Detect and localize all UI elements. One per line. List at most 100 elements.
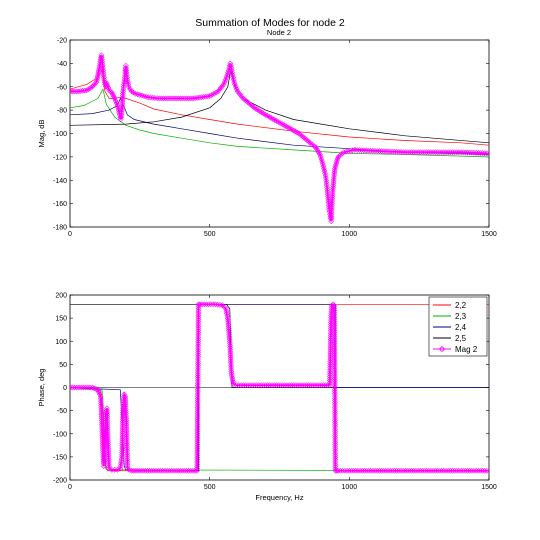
series-point: [484, 467, 489, 474]
x-axis-label: Frequency, Hz: [255, 493, 303, 502]
series-point: [378, 148, 385, 155]
series-point: [359, 467, 366, 474]
series-point: [119, 429, 126, 436]
series-point: [195, 334, 202, 340]
y-tick-label: -60: [57, 84, 67, 91]
series-point: [393, 467, 400, 474]
series-point: [132, 467, 139, 474]
series-point: [181, 467, 188, 474]
series-point: [389, 148, 396, 155]
series-point: [330, 301, 336, 308]
series-point: [339, 150, 345, 157]
series-point: [194, 384, 201, 391]
series-point: [466, 467, 473, 474]
series-point: [177, 95, 184, 102]
series-point: [195, 312, 202, 319]
series-point: [90, 82, 97, 89]
series-point: [138, 467, 145, 474]
series-point: [288, 382, 295, 389]
series-point: [316, 382, 323, 389]
series-point: [119, 427, 126, 434]
series-point: [120, 83, 127, 90]
series-point: [385, 467, 391, 474]
series-point: [320, 163, 327, 170]
series-point: [223, 308, 230, 315]
series-point: [104, 80, 110, 87]
series-point: [233, 86, 240, 92]
series-point: [115, 104, 121, 111]
series-point: [116, 111, 123, 118]
series-point: [217, 85, 224, 91]
series-point: [195, 343, 201, 349]
series-point: [363, 147, 369, 154]
series-point: [195, 303, 202, 310]
series-point: [195, 351, 201, 358]
series-point: [169, 95, 175, 102]
y-tick-label: 200: [55, 293, 67, 300]
series-point: [335, 154, 342, 160]
legend-label: 2,3: [455, 312, 467, 321]
series-point: [460, 149, 467, 156]
series-point: [194, 450, 201, 457]
series-point: [413, 467, 419, 474]
series-point: [449, 467, 456, 474]
series-point: [367, 147, 374, 154]
series-point: [194, 424, 201, 430]
series-point: [194, 417, 201, 424]
series-point: [232, 83, 239, 90]
series-point: [238, 382, 244, 389]
series-point: [100, 463, 107, 469]
series-point: [229, 72, 236, 78]
series-point: [264, 382, 271, 389]
series-point: [398, 149, 404, 155]
series-point: [354, 147, 361, 153]
series-point: [177, 467, 184, 474]
series-point: [213, 89, 219, 96]
series-point: [122, 400, 129, 407]
series-point: [101, 458, 108, 465]
series-point: [130, 467, 137, 474]
series-point: [194, 391, 201, 397]
series-point: [197, 301, 203, 308]
series-point: [120, 409, 126, 416]
series-point: [328, 204, 335, 211]
series-point: [327, 364, 333, 371]
series-point: [104, 424, 111, 431]
series-line: [70, 69, 489, 146]
series-point: [106, 465, 112, 472]
series-point: [389, 467, 396, 474]
series-point: [370, 467, 376, 474]
series-point: [335, 467, 342, 474]
series-point: [445, 467, 452, 474]
series-point: [117, 116, 124, 123]
series-point: [425, 467, 432, 474]
series-point: [190, 467, 196, 474]
series-point: [244, 382, 251, 389]
series-point: [438, 149, 445, 156]
series-point: [328, 211, 335, 218]
series-point: [419, 149, 426, 156]
series-point: [408, 467, 415, 474]
magnitude-plot: 0 500 1000 1500 -20 -40 -60 -80 -100 -120 -140 -160…: [37, 38, 497, 239]
series-point: [253, 382, 260, 389]
series-point: [219, 83, 226, 90]
series-point: [113, 100, 120, 106]
series-point: [195, 327, 202, 334]
series-point: [430, 467, 436, 474]
series-point: [228, 62, 234, 69]
series-point: [190, 95, 196, 102]
series-point: [110, 93, 117, 100]
series-point: [101, 76, 107, 83]
series-point: [204, 93, 211, 100]
series-point: [194, 399, 201, 406]
x-tick-label: 500: [204, 484, 216, 491]
series-point: [106, 463, 112, 470]
series-point: [195, 332, 202, 338]
series-point: [119, 440, 126, 447]
series-point: [120, 86, 127, 92]
series-point: [194, 441, 201, 448]
series-point: [430, 149, 436, 156]
series-point: [187, 95, 194, 102]
y-tick-label: 50: [59, 362, 67, 369]
series-point: [119, 445, 126, 451]
